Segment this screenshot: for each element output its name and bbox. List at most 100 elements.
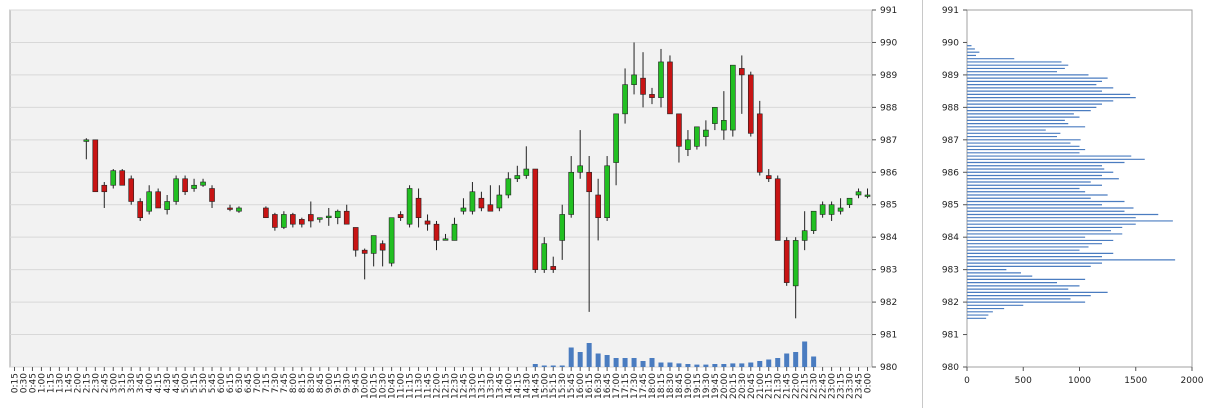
- volume-bar: [730, 363, 736, 367]
- candlestick: [191, 178, 197, 192]
- candlestick: [586, 156, 592, 312]
- candle-body: [424, 220, 431, 225]
- y-axis-ticks: 980 981 982 983 984 985 986 987 988 989 990 991: [872, 6, 897, 373]
- candle-body: [712, 107, 718, 124]
- x-tick-label: 19:15: [693, 373, 703, 399]
- candlestick: [828, 201, 835, 221]
- price-chart: 980 981 982 983 984 985 986 987 988 989 990 991 0:1…: [9, 6, 897, 399]
- candle-body: [864, 194, 871, 197]
- candle-body: [308, 214, 314, 222]
- candle-body: [325, 215, 332, 219]
- x-tick-label: 17:30: [630, 373, 640, 399]
- x-tick-label: 11:15: [406, 373, 416, 399]
- candlestick: [496, 185, 503, 212]
- candle-body: [586, 171, 592, 193]
- y-tick-label: 990: [880, 38, 897, 48]
- x-tick-label: 23:00: [828, 373, 838, 399]
- x-tick-label: 19:30: [702, 373, 712, 399]
- x-tick-label: 12:45: [459, 373, 469, 399]
- candle-body: [756, 113, 763, 173]
- x-tick-label: 21:00: [756, 373, 766, 399]
- x-tick-label: 16:30: [594, 373, 604, 399]
- candlestick: [658, 48, 664, 108]
- x-tick-label: 19:00: [684, 373, 694, 399]
- candle-body: [765, 175, 772, 180]
- candle-body: [541, 243, 548, 270]
- x-tick-label: 20:00: [720, 373, 730, 399]
- candle-body: [379, 243, 386, 251]
- candlestick: [209, 185, 215, 208]
- candlestick: [173, 175, 179, 205]
- volume-bar: [622, 358, 628, 367]
- candle-body: [83, 139, 90, 142]
- x-tick-label: 4:00: [145, 373, 155, 393]
- candlestick: [514, 165, 521, 183]
- candlestick: [559, 204, 566, 260]
- candlestick: [837, 198, 844, 215]
- x-axis-ticks: 0:150:300:451:001:151:301:452:002:152:30…: [10, 367, 874, 399]
- candlestick: [119, 169, 126, 186]
- candlestick: [424, 214, 431, 231]
- x-tick-label: 9:30: [343, 373, 353, 393]
- candle-body: [505, 178, 512, 196]
- volume-bar: [775, 358, 781, 367]
- x-tick-label: 21:45: [783, 373, 793, 399]
- volume-bar: [640, 361, 646, 367]
- volume-bar: [712, 364, 718, 367]
- x-tick-label: 11:00: [397, 373, 407, 399]
- x-tick-label: 1:30: [55, 373, 65, 393]
- x-tick-label: 19:45: [711, 373, 721, 399]
- candle-body: [415, 197, 422, 219]
- candlestick: [487, 185, 494, 212]
- x-tick-label: 20:45: [747, 373, 757, 399]
- candlestick: [263, 206, 269, 219]
- candlestick: [505, 172, 512, 199]
- candlestick: [676, 113, 682, 163]
- y-tick-label: 984: [880, 233, 897, 243]
- candlestick: [703, 120, 709, 147]
- candlestick: [864, 188, 871, 199]
- x-tick-label: 7:30: [271, 373, 281, 393]
- x-tick-label: 7:00: [253, 373, 263, 393]
- profile-x-axis-ticks: 0 500 1000 1500 2000: [964, 367, 1204, 386]
- x-tick-label: 22:15: [801, 373, 811, 399]
- x-tick-label: 16:15: [585, 373, 595, 399]
- x-tick-label: 0:30: [19, 373, 29, 393]
- candlestick: [685, 130, 691, 157]
- candlestick: [855, 188, 862, 199]
- x-tick-label: 8:00: [289, 373, 299, 393]
- x-tick-label: 6:45: [244, 373, 254, 393]
- x-tick-label: 0:00: [864, 373, 874, 393]
- candle-body: [433, 223, 440, 241]
- candle-body: [200, 181, 206, 186]
- candlestick: [730, 64, 736, 137]
- x-tick-label: 2:15: [82, 373, 92, 393]
- candlestick: [281, 211, 287, 230]
- candle-body: [739, 68, 745, 76]
- x-tick-label: 1:45: [64, 373, 74, 393]
- candle-body: [604, 165, 610, 219]
- volume-bar: [667, 362, 673, 367]
- candlestick: [819, 201, 826, 218]
- candlestick: [631, 42, 637, 95]
- y-tick-label: 985: [880, 201, 897, 211]
- x-tick-label: 4:45: [172, 373, 182, 393]
- candlestick: [361, 248, 368, 280]
- x-tick-label: 10:00: [361, 373, 371, 399]
- volume-bar: [694, 364, 700, 367]
- grid-lines: [10, 9, 872, 368]
- y-tick-label: 986: [880, 168, 897, 178]
- candlestick: [577, 130, 583, 179]
- y-tick-label: 981: [880, 331, 897, 341]
- candlestick: [325, 207, 332, 226]
- x-tick-label: 1000: [1068, 376, 1091, 386]
- candle-body: [110, 170, 117, 186]
- x-tick-label: 500: [1015, 376, 1032, 386]
- candle-body: [846, 197, 853, 206]
- y-tick-label: 989: [880, 71, 897, 81]
- candle-body: [263, 207, 269, 219]
- y-tick-label: 983: [880, 266, 897, 276]
- x-tick-label: 11:45: [424, 373, 434, 399]
- y-tick-label: 987: [880, 136, 897, 146]
- x-tick-label: 21:15: [765, 373, 775, 399]
